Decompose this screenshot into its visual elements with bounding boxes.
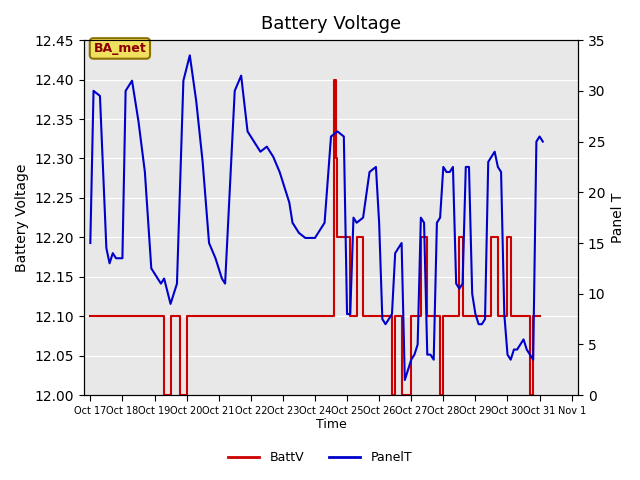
- Legend: BattV, PanelT: BattV, PanelT: [223, 446, 417, 469]
- Title: Battery Voltage: Battery Voltage: [261, 15, 401, 33]
- Text: BA_met: BA_met: [93, 42, 147, 55]
- X-axis label: Time: Time: [316, 419, 346, 432]
- Y-axis label: Battery Voltage: Battery Voltage: [15, 164, 29, 272]
- Y-axis label: Panel T: Panel T: [611, 192, 625, 243]
